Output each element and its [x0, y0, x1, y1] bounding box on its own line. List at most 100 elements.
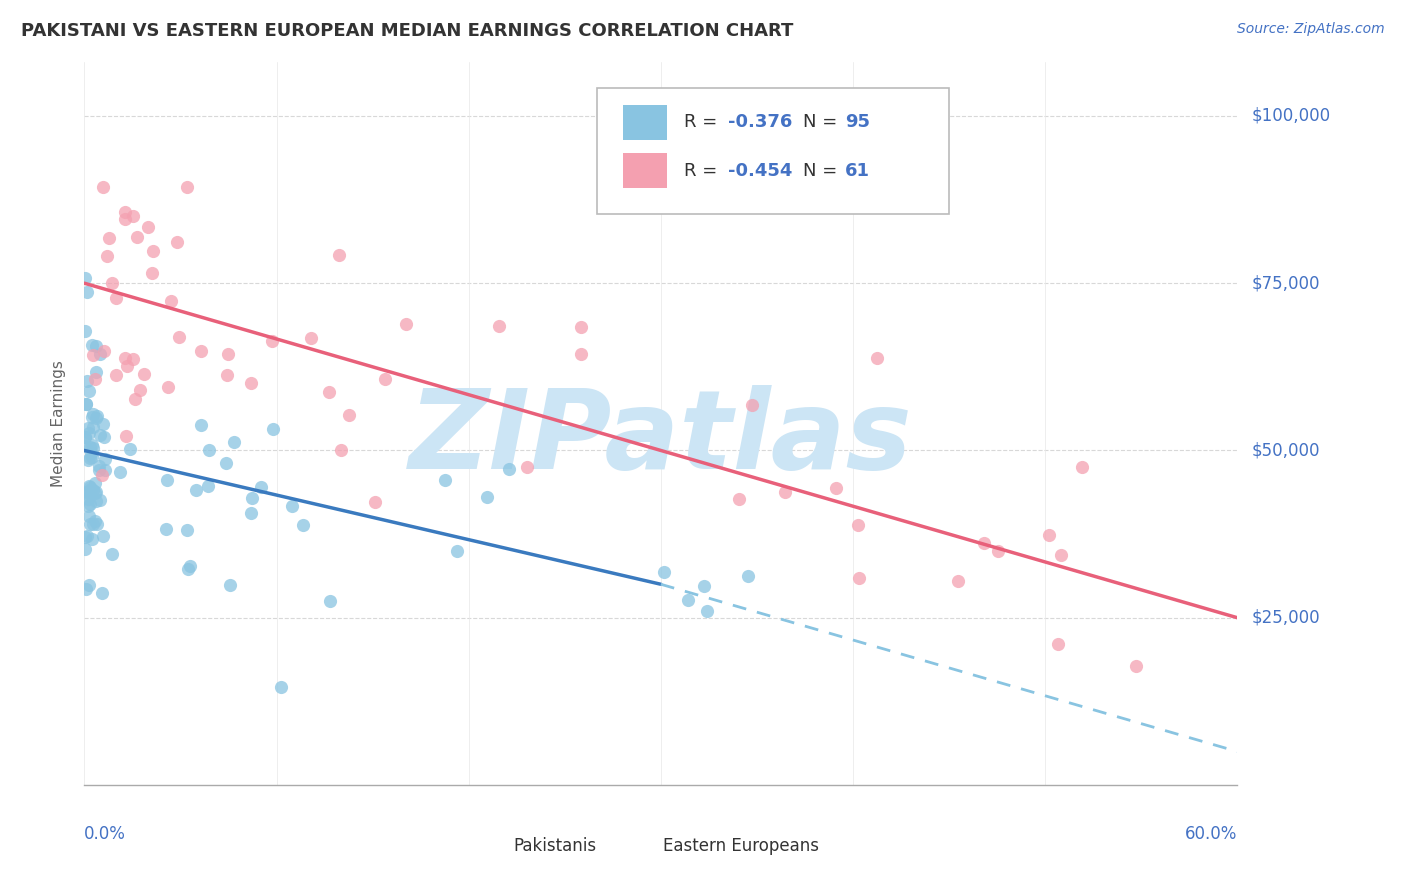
Point	[224, 435, 246, 450]
Text: PAKISTANI VS EASTERN EUROPEAN MEDIAN EARNINGS CORRELATION CHART: PAKISTANI VS EASTERN EUROPEAN MEDIAN EAR…	[21, 22, 793, 40]
Point	[156, 473, 179, 487]
Point	[215, 368, 238, 382]
Point	[176, 179, 198, 194]
Point	[80, 410, 103, 425]
Point	[157, 380, 180, 394]
Point	[82, 517, 104, 532]
Point	[395, 317, 418, 331]
Point	[73, 271, 96, 285]
Point	[105, 368, 128, 382]
Point	[866, 351, 889, 365]
Point	[1038, 528, 1060, 542]
Point	[76, 485, 98, 500]
Point	[973, 536, 995, 550]
Point	[122, 352, 145, 367]
Point	[364, 495, 387, 509]
Point	[77, 478, 100, 492]
Point	[77, 508, 100, 523]
Point	[773, 485, 796, 500]
Point	[93, 180, 115, 194]
Point	[87, 463, 110, 477]
Point	[84, 365, 107, 379]
Point	[240, 506, 263, 520]
Point	[136, 220, 159, 235]
Point	[82, 420, 104, 434]
Point	[374, 372, 396, 386]
Point	[179, 559, 201, 574]
Point	[89, 428, 111, 442]
Point	[217, 346, 239, 360]
Point	[260, 334, 283, 349]
Point	[76, 582, 98, 597]
Point	[84, 475, 107, 490]
Point	[184, 483, 207, 498]
Text: N =: N =	[803, 113, 842, 131]
Point	[215, 456, 238, 470]
Point	[76, 374, 98, 388]
Point	[1125, 658, 1147, 673]
Point	[84, 410, 107, 425]
Point	[141, 267, 163, 281]
Point	[124, 392, 146, 407]
Point	[101, 276, 124, 290]
Point	[190, 343, 212, 358]
Point	[142, 244, 165, 259]
Point	[176, 524, 198, 538]
Point	[96, 249, 118, 263]
Text: $50,000: $50,000	[1251, 442, 1320, 459]
Point	[79, 484, 101, 499]
Point	[114, 351, 136, 365]
Text: $100,000: $100,000	[1251, 107, 1330, 125]
Point	[987, 544, 1010, 558]
Point	[91, 467, 114, 482]
Point	[73, 530, 96, 544]
FancyBboxPatch shape	[623, 105, 666, 140]
Point	[77, 384, 100, 398]
Point	[86, 339, 108, 353]
Text: 95: 95	[845, 113, 870, 131]
Point	[82, 442, 104, 456]
Point	[1070, 459, 1092, 474]
Text: Pakistanis: Pakistanis	[513, 837, 596, 855]
Point	[73, 430, 96, 444]
Point	[218, 578, 240, 592]
Point	[695, 604, 717, 618]
Point	[115, 359, 138, 374]
Point	[79, 516, 101, 531]
Point	[122, 209, 145, 223]
Text: R =: R =	[683, 113, 723, 131]
Point	[176, 562, 198, 576]
Point	[79, 480, 101, 494]
Point	[127, 229, 149, 244]
Point	[129, 383, 152, 397]
Point	[77, 421, 100, 435]
Point	[197, 479, 219, 493]
Point	[84, 494, 107, 508]
Point	[652, 566, 675, 580]
Point	[737, 569, 759, 583]
Point	[77, 491, 100, 506]
Point	[488, 319, 510, 334]
Y-axis label: Median Earnings: Median Earnings	[51, 360, 66, 487]
Point	[240, 491, 263, 506]
Point	[75, 397, 97, 411]
Point	[80, 338, 103, 352]
Point	[76, 452, 98, 467]
Point	[114, 429, 136, 443]
Point	[83, 485, 105, 500]
Point	[446, 544, 468, 558]
Point	[825, 481, 848, 495]
Text: Eastern Europeans: Eastern Europeans	[664, 837, 820, 855]
Point	[90, 586, 112, 600]
Point	[93, 430, 115, 444]
Point	[197, 443, 219, 458]
Point	[94, 463, 117, 477]
FancyBboxPatch shape	[471, 834, 505, 857]
Point	[91, 417, 114, 431]
Point	[114, 212, 136, 227]
FancyBboxPatch shape	[623, 153, 666, 188]
Point	[516, 459, 538, 474]
Point	[77, 489, 100, 503]
Point	[89, 347, 111, 361]
Point	[160, 293, 183, 308]
